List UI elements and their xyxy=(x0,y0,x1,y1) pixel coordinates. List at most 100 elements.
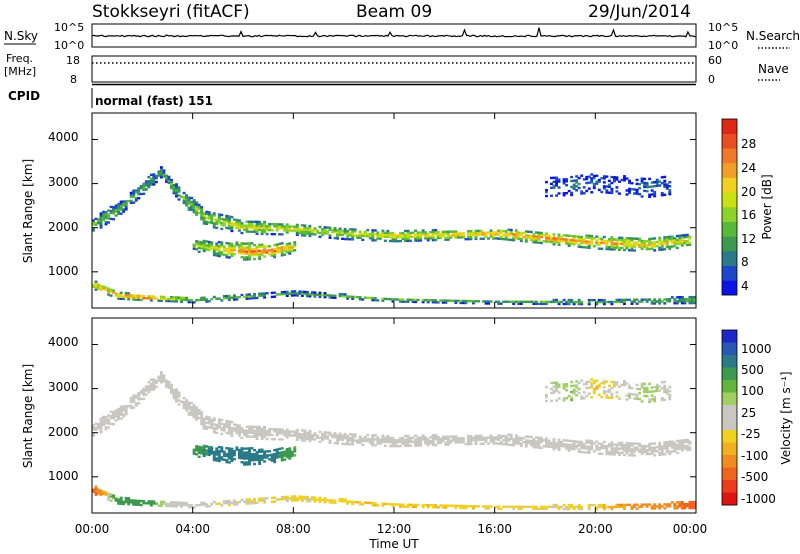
power-cell xyxy=(326,232,329,235)
velocity-cell xyxy=(258,454,262,458)
velocity-cell xyxy=(630,450,634,453)
velocity-cell xyxy=(202,417,206,420)
power-cell xyxy=(175,191,178,194)
power-cell xyxy=(248,252,251,255)
velocity-cell xyxy=(602,382,606,385)
power-cell xyxy=(258,294,262,297)
power-cell xyxy=(119,212,123,215)
power-cell xyxy=(237,247,241,251)
power-cell xyxy=(197,211,201,215)
velocity-cell xyxy=(119,413,123,416)
velocity-cell xyxy=(293,430,297,433)
velocity-cell xyxy=(94,422,98,426)
velocity-cell xyxy=(275,432,279,435)
power-cell xyxy=(504,236,508,239)
velocity-cell xyxy=(587,439,591,443)
noise-right-tick-top: 10^5 xyxy=(708,21,738,34)
power-cell xyxy=(446,230,450,233)
power-cell xyxy=(298,290,302,293)
power-cell xyxy=(278,293,282,296)
velocity-cell xyxy=(235,425,239,429)
power-cell xyxy=(142,184,146,188)
power-cell xyxy=(678,300,682,303)
velocity-cell xyxy=(557,446,561,449)
power-cell xyxy=(680,300,684,303)
velocity-cell xyxy=(623,505,626,509)
velocity-cell xyxy=(477,436,480,440)
power-cell xyxy=(122,295,126,299)
velocity-cell xyxy=(680,447,684,450)
power-cell xyxy=(170,184,173,188)
velocity-cell xyxy=(260,437,264,441)
velocity-cell xyxy=(545,507,548,511)
velocity-cell xyxy=(167,504,171,508)
power-cell xyxy=(456,234,460,237)
velocity-cell xyxy=(328,431,332,434)
power-cell xyxy=(273,247,277,251)
velocity-cell xyxy=(288,447,292,450)
power-cell xyxy=(610,236,614,239)
power-cell xyxy=(109,209,113,213)
power-cell xyxy=(585,189,589,193)
velocity-cell xyxy=(683,444,687,448)
power-cell xyxy=(248,295,251,298)
velocity-cell xyxy=(633,393,636,396)
velocity-cell xyxy=(275,428,279,431)
power-cell xyxy=(373,297,377,300)
power-cell xyxy=(620,298,624,302)
velocity-cell xyxy=(399,440,402,444)
velocity-cell xyxy=(217,453,221,457)
power-cell xyxy=(434,238,438,242)
velocity-colorbar-band xyxy=(722,442,737,456)
power-cell xyxy=(597,237,601,240)
velocity-cell xyxy=(253,501,256,505)
velocity-cell xyxy=(585,451,589,454)
power-cell xyxy=(693,295,697,299)
velocity-cell xyxy=(205,415,209,419)
power-cell xyxy=(205,222,209,226)
velocity-cell xyxy=(653,503,657,506)
velocity-cell xyxy=(318,440,322,444)
velocity-cell xyxy=(638,505,642,508)
velocity-cell xyxy=(351,441,355,444)
power-cell xyxy=(137,197,141,200)
power-cell xyxy=(570,185,574,189)
power-cell xyxy=(630,239,634,242)
velocity-cell xyxy=(212,456,216,460)
power-cell xyxy=(494,231,498,234)
power-cell xyxy=(207,246,211,250)
power-cell xyxy=(137,187,141,190)
power-cell xyxy=(587,302,591,306)
power-cell xyxy=(399,233,402,237)
power-cell xyxy=(570,234,574,238)
velocity-cell xyxy=(539,446,543,450)
power-cell xyxy=(245,228,249,231)
power-cell xyxy=(454,232,458,235)
velocity-cell xyxy=(592,379,596,383)
velocity-colorbar-band xyxy=(722,455,737,468)
velocity-cell xyxy=(643,503,647,506)
velocity-cell xyxy=(484,440,488,443)
velocity-cell xyxy=(227,501,231,505)
velocity-cell xyxy=(648,448,652,452)
power-cell xyxy=(653,181,657,184)
power-cell xyxy=(685,241,689,245)
velocity-cell xyxy=(552,438,556,441)
velocity-cell xyxy=(280,432,284,435)
velocity-cell xyxy=(283,450,287,453)
power-cell xyxy=(625,193,629,196)
velocity-cell xyxy=(368,501,372,505)
velocity-cell xyxy=(227,461,231,464)
velocity-cell xyxy=(610,396,614,400)
power-cell xyxy=(658,300,662,303)
velocity-cell xyxy=(658,507,662,510)
velocity-cell xyxy=(129,400,133,404)
velocity-cell xyxy=(383,438,387,442)
power-cell xyxy=(205,248,209,251)
power-cell xyxy=(343,231,347,235)
power-cell xyxy=(202,245,206,249)
power-cell xyxy=(519,233,523,237)
power-cell xyxy=(119,297,123,300)
velocity-cell xyxy=(245,433,249,436)
velocity-cell xyxy=(305,437,309,440)
